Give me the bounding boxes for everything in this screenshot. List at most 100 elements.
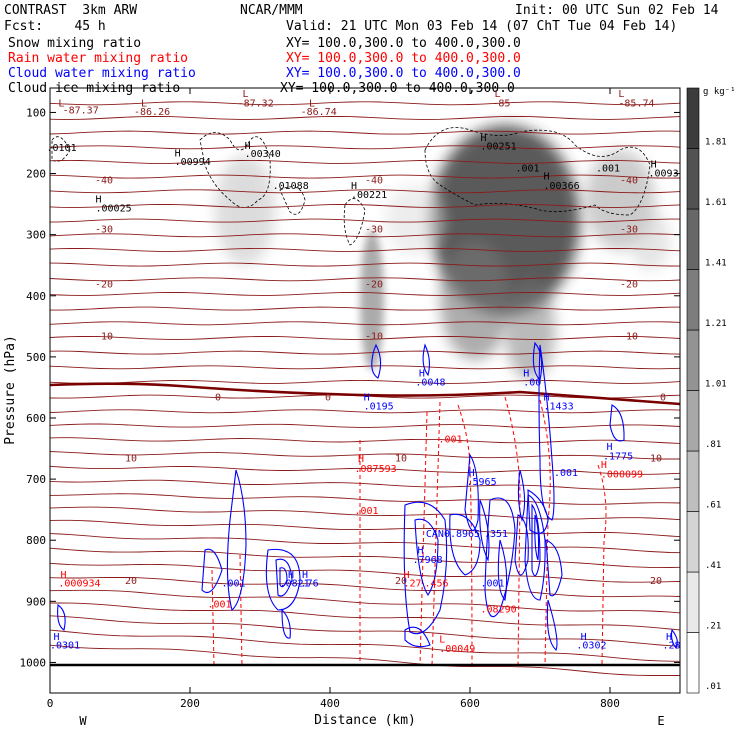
header-model: CONTRAST 3km ARW [4, 3, 138, 18]
x-tick-label: 600 [460, 697, 480, 710]
isotherm-label: 20 [125, 576, 137, 587]
cloud-contour [201, 548, 223, 594]
isotherm-line [50, 130, 680, 135]
contour-annotation: L [439, 634, 445, 645]
cloud-contour [281, 608, 291, 639]
isotherm-line [50, 644, 680, 676]
rain-contour [239, 554, 243, 666]
field-name-snow: Snow mixing ratio [8, 36, 142, 51]
contour-annotation: -85.74 [618, 98, 654, 109]
contour-annotation: H [302, 570, 308, 581]
contour-annotation: -87.37 [63, 106, 99, 117]
cloud-ice-contour [343, 198, 366, 246]
cloud-contour [414, 518, 439, 596]
cloud-contour [371, 343, 382, 379]
field-name-cloudwater: Cloud water mixing ratio [8, 66, 196, 81]
cloud-contour [517, 469, 526, 522]
colorbar-label: .81 [705, 440, 721, 450]
y-tick-label: 400 [26, 290, 46, 303]
header-fcst: Fcst: 45 h [4, 19, 106, 34]
isotherm-line [50, 479, 680, 490]
cloud-contour [531, 503, 541, 577]
rain-water-contours [211, 396, 607, 666]
plot-frame [49, 87, 681, 694]
contour-annotation: H [418, 546, 424, 557]
contour-annotation: .00340 [245, 149, 281, 160]
contour-annotation: .0048 [415, 378, 445, 389]
colorbar-swatch [686, 450, 700, 512]
isotherm-lines [50, 101, 680, 676]
contour-annotation: H [544, 392, 550, 403]
direction-west: W [79, 714, 87, 728]
contour-annotation: .0093 [649, 169, 679, 180]
isotherm-line [50, 409, 680, 414]
cloud-contour [275, 558, 293, 597]
contour-annotation: .087593 [355, 464, 397, 475]
header-center: NCAR/MMM [240, 3, 303, 18]
isotherm-line [50, 577, 680, 598]
cloud-ice-contour [424, 127, 651, 216]
isotherm-line [50, 262, 680, 267]
cloud-contour [534, 514, 540, 561]
cloud-contour [265, 548, 301, 611]
isotherm-line [50, 306, 680, 311]
isotherm-line [50, 451, 680, 460]
rain-contour [504, 396, 521, 666]
isotherm-line [50, 145, 680, 150]
contour-annotation: .0301 [50, 640, 80, 651]
isotherm-line [50, 291, 680, 296]
contour-annotation: -86.74 [301, 107, 337, 118]
colorbar-swatch [686, 87, 700, 149]
contour-annotation: .001 [355, 506, 379, 517]
isotherm-label: -10 [365, 332, 383, 343]
colorbar-swatch [686, 632, 700, 694]
cloud-contour [538, 344, 555, 521]
contour-annotation: .01088 [273, 181, 309, 192]
colorbar-swatch [686, 329, 700, 391]
isotherm-line [50, 533, 680, 554]
contour-annotation: .00 [523, 378, 541, 389]
colorbar-label: 1.41 [705, 259, 727, 269]
contour-annotation: H [61, 570, 67, 581]
isotherm-line [50, 629, 680, 662]
contour-annotation: H [245, 141, 251, 152]
colorbar-swatch [686, 208, 700, 270]
isotherm-line [50, 277, 680, 282]
contour-annotation: .7968 [413, 555, 443, 566]
contour-annotation: .0302 [576, 640, 606, 651]
isotherm-line [50, 159, 680, 164]
isotherm-line [50, 101, 680, 106]
isotherm-line [50, 379, 680, 384]
isotherm-label: -30 [95, 225, 113, 236]
colorbar-swatch [686, 390, 700, 452]
colorbar-swatch [686, 571, 700, 633]
x-axis-label: Distance (km) [314, 713, 416, 728]
isotherm-label: -20 [620, 280, 638, 291]
cloud-contour [226, 469, 247, 611]
contour-annotation: .08290 [481, 604, 517, 615]
y-tick-label: 900 [26, 595, 46, 608]
contour-annotation: .0101 [47, 143, 77, 154]
colorbar-label: .61 [705, 501, 721, 511]
cloud-contour [464, 453, 479, 531]
isotherm-label: -40 [365, 176, 383, 187]
contour-annotation: .0195 [364, 401, 394, 412]
contour-annotation: .001 [481, 579, 505, 590]
rain-contour [457, 404, 473, 666]
contour-annotation: H [469, 468, 475, 479]
zero-isotherm [50, 382, 680, 406]
contour-annotation: L [141, 98, 147, 109]
colorbar-label: .01 [705, 682, 721, 692]
contour-annotation: L [495, 89, 501, 100]
x-tick-label: 400 [320, 697, 340, 710]
contour-annotation: H [96, 194, 102, 205]
y-tick-label: 1000 [20, 656, 47, 669]
colorbar-label: 1.21 [705, 319, 727, 329]
contour-annotation: .000099 [601, 469, 643, 480]
cloud-ice-contour [51, 136, 71, 162]
contour-annotation: .001 [516, 164, 540, 175]
rain-contour [597, 464, 607, 666]
isotherm-label: -10 [95, 332, 113, 343]
contour-annotation: .00025 [96, 203, 132, 214]
x-tick-label: 800 [600, 697, 620, 710]
